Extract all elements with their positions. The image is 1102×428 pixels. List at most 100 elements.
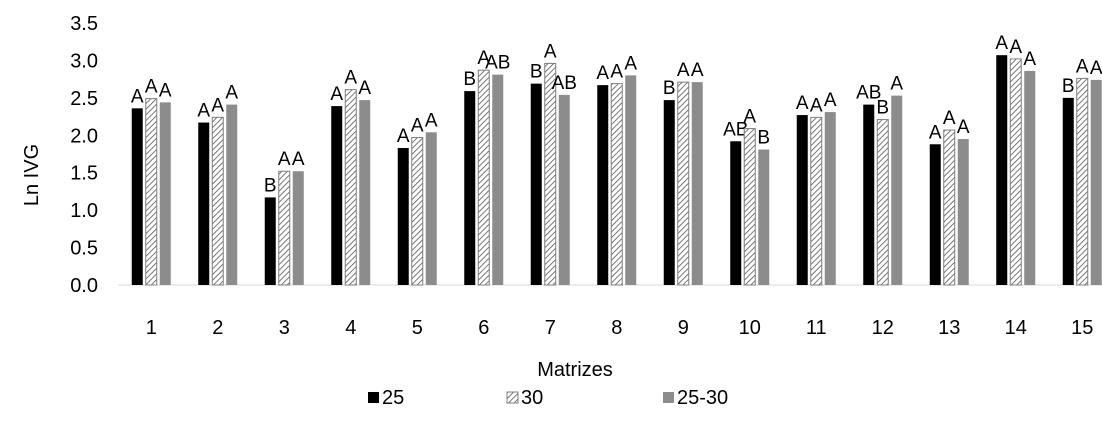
x-tick-label: 3	[279, 317, 290, 339]
bar-30-3	[278, 170, 291, 286]
bar-25-30-5	[425, 132, 437, 285]
bar-25-30-10	[758, 149, 770, 285]
significance-letter: B	[757, 128, 770, 149]
significance-letter: A	[929, 122, 942, 143]
x-tick-label: 2	[212, 317, 223, 339]
bar-25-9	[663, 100, 675, 285]
x-tick-label: 15	[1071, 317, 1093, 339]
significance-letter: A	[995, 33, 1008, 54]
bar-25-30-9	[691, 82, 703, 285]
x-tick-label: 8	[611, 317, 622, 339]
legend-label: 25-30	[677, 387, 728, 409]
bar-25-1	[131, 108, 143, 285]
significance-letter: A	[677, 60, 690, 81]
significance-letter: A	[957, 117, 970, 138]
significance-letter: A	[943, 108, 956, 129]
significance-letter: B	[876, 98, 889, 119]
significance-letter: A	[358, 78, 371, 99]
significance-letter: A	[624, 53, 637, 74]
bar-30-12	[876, 119, 889, 286]
bar-30-10	[743, 128, 756, 286]
legend-swatch	[663, 392, 674, 403]
legend: 25 30 25-30	[368, 387, 728, 409]
bar-25-30-14	[1024, 70, 1036, 285]
bar-30-8	[610, 83, 623, 286]
significance-letter: A	[292, 149, 305, 170]
y-tick-label: 1.0	[70, 200, 98, 222]
bar-25-15	[1062, 97, 1074, 285]
bar-30-15	[1076, 77, 1089, 286]
bar-25-30-11	[824, 112, 836, 285]
significance-letter: A	[890, 74, 903, 95]
x-tick-label: 1	[146, 317, 157, 339]
significance-letter: A	[411, 116, 424, 137]
x-tick-label: 6	[478, 317, 489, 339]
y-tick-label: 2.5	[70, 88, 98, 110]
significance-letter: A	[1023, 49, 1036, 70]
x-tick-label: 13	[938, 317, 960, 339]
bar-30-1	[145, 98, 158, 286]
significance-letter: A	[810, 95, 823, 116]
bar-25-30-13	[957, 139, 969, 285]
bar-30-11	[810, 116, 823, 286]
significance-letter: A	[691, 60, 704, 81]
significance-letter: AB	[856, 83, 881, 104]
bar-25-30-8	[625, 75, 637, 286]
bar-25-30-6	[492, 74, 504, 285]
bar-25-3	[264, 197, 276, 285]
x-tick-label: 10	[739, 317, 761, 339]
bar-25-12	[863, 104, 875, 285]
bar-25-30-12	[891, 95, 903, 286]
bar-25-30-7	[558, 94, 570, 285]
significance-letter: A	[596, 63, 609, 84]
bar-30-7	[544, 62, 557, 286]
bar-25-8	[597, 85, 609, 285]
bar-30-2	[211, 116, 224, 286]
bar-25-13	[929, 144, 941, 285]
bar-25-6	[464, 91, 476, 286]
legend-swatch	[368, 392, 379, 403]
significance-letter: A	[211, 95, 224, 116]
legend-label: 30	[521, 387, 543, 409]
bar-25-30-15	[1090, 79, 1102, 286]
x-tick-label: 11	[806, 317, 827, 339]
legend-swatch	[506, 391, 519, 404]
bar-25-4	[331, 106, 343, 285]
significance-letter: A	[1009, 37, 1022, 58]
y-tick-label: 2.0	[70, 125, 98, 147]
significance-letter: B	[1062, 76, 1075, 97]
bar-25-30-4	[359, 100, 371, 285]
significance-letter: B	[663, 78, 676, 99]
significance-letter: A	[225, 83, 238, 104]
significance-letter: A	[824, 90, 837, 111]
y-tick-label: 0.0	[70, 275, 98, 297]
bar-30-14	[1009, 58, 1022, 286]
significance-letter: A	[477, 48, 490, 69]
bar-30-5	[411, 137, 424, 286]
legend-label: 25	[382, 387, 404, 409]
x-axis-title: Matrizes	[537, 359, 613, 381]
significance-letter: A	[544, 41, 557, 62]
significance-letter: A	[145, 77, 158, 98]
bar-25-5	[397, 148, 409, 285]
bar-25-2	[198, 122, 210, 285]
bar-25-14	[996, 55, 1008, 286]
significance-letter: A	[159, 80, 172, 101]
significance-letter: A	[330, 84, 343, 105]
bar-25-7	[530, 83, 542, 286]
significance-letter: A	[344, 68, 357, 89]
significance-letter: B	[264, 175, 277, 196]
significance-letter: B	[463, 69, 476, 90]
significance-letter: A	[1090, 58, 1102, 79]
bar-25-10	[730, 141, 742, 285]
significance-letter: AB	[723, 119, 748, 140]
x-tick-label: 4	[345, 317, 356, 339]
significance-letter: A	[397, 126, 410, 147]
significance-letter: A	[197, 101, 210, 122]
bar-30-9	[677, 81, 690, 286]
significance-letter: A	[796, 93, 809, 114]
x-tick-label: 12	[872, 317, 894, 339]
bar-30-6	[477, 69, 490, 286]
y-tick-label: 0.5	[70, 238, 98, 260]
